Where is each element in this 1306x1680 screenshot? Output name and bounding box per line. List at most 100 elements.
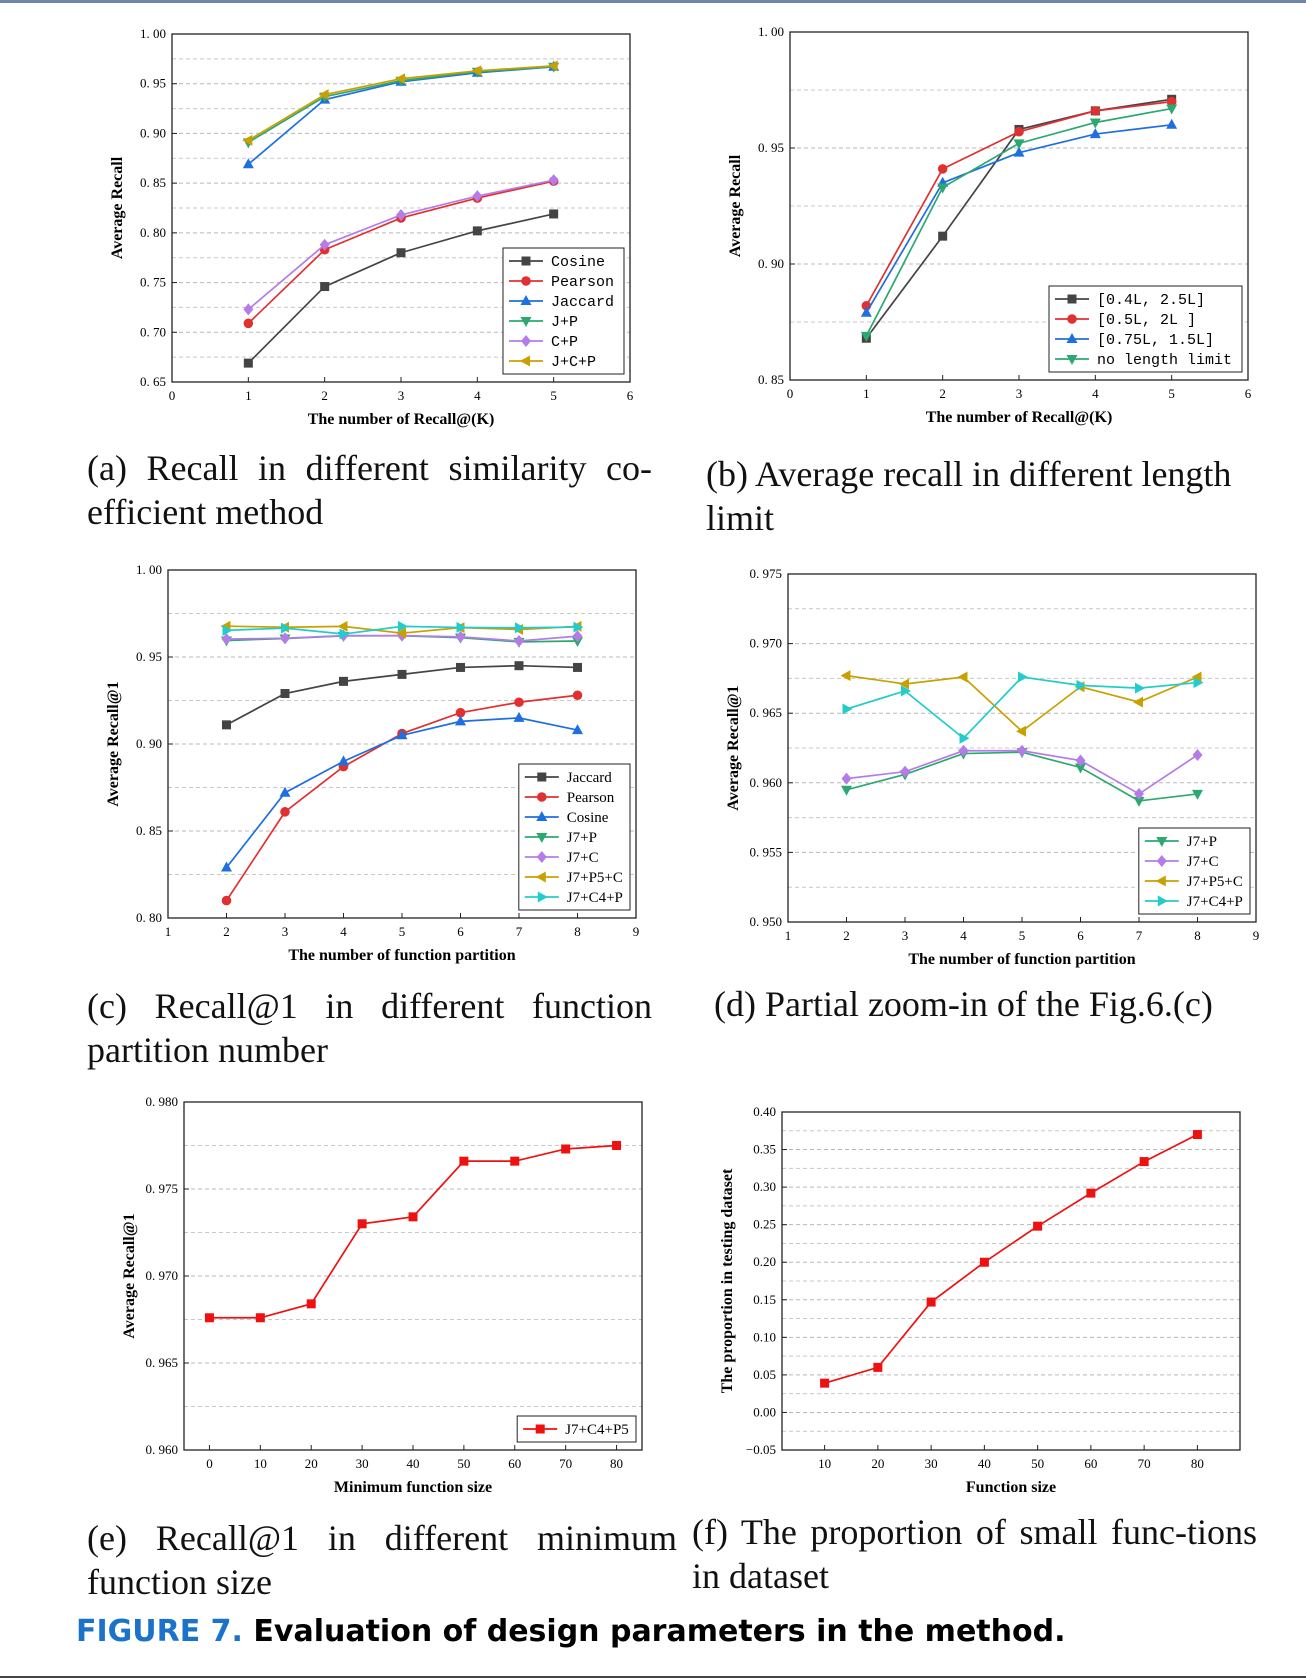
x-tick-label: 5 bbox=[399, 924, 406, 939]
data-point bbox=[1013, 139, 1025, 150]
legend-label: Jaccard bbox=[567, 770, 612, 786]
data-point bbox=[1017, 744, 1027, 757]
y-tick-label: 0. 85 bbox=[136, 823, 162, 838]
data-point bbox=[561, 1144, 571, 1154]
chart-panel-f: −0.05 0.00 0.05 0.10 0.15 0.20 0.25 0.30 0.35 0.4… bbox=[710, 1100, 1250, 1520]
data-point bbox=[1192, 1130, 1202, 1140]
data-point bbox=[396, 248, 406, 258]
y-tick-label: 0. 85 bbox=[140, 175, 166, 190]
legend-box bbox=[1138, 827, 1251, 915]
legend-swatch-marker bbox=[521, 276, 531, 286]
y-tick-label: 0. 970 bbox=[750, 636, 783, 651]
data-point bbox=[547, 60, 558, 72]
data-point bbox=[572, 690, 583, 701]
x-tick-label: 7 bbox=[516, 924, 523, 939]
x-tick-label: 5 bbox=[550, 388, 557, 403]
data-point bbox=[242, 134, 253, 146]
data-point bbox=[901, 685, 911, 697]
chart-panel-c: 0. 80 0. 85 0. 90 0. 95 1. 00 1 2 3 4 5 6 7 8 9 The nu… bbox=[96, 558, 646, 988]
y-tick-label: 0. 80 bbox=[140, 225, 166, 240]
data-point bbox=[320, 282, 330, 292]
chart-f: −0.05 0.00 0.05 0.10 0.15 0.20 0.25 0.30 0.35 0.4… bbox=[719, 1104, 1241, 1496]
data-point bbox=[1086, 1188, 1096, 1198]
data-point bbox=[1166, 96, 1177, 107]
data-point bbox=[280, 807, 290, 817]
legend-label: [0.5L, 2L ] bbox=[1097, 312, 1196, 329]
data-point bbox=[221, 895, 232, 906]
caption-e-text: (e) Recall@1 in different minimum functi… bbox=[87, 1518, 677, 1602]
data-point bbox=[1133, 696, 1143, 708]
data-point bbox=[937, 183, 949, 194]
series-no-length-limit bbox=[860, 104, 1178, 342]
data-point bbox=[513, 711, 525, 722]
series--0-5l-2l- bbox=[861, 96, 1177, 311]
data-point bbox=[1014, 126, 1024, 137]
x-axis-title: The number of Recall@(K) bbox=[308, 411, 495, 428]
data-point bbox=[255, 1313, 265, 1323]
data-point bbox=[1075, 763, 1086, 774]
legend: J7+P J7+C J7+P5+C J7+C4+P bbox=[1138, 827, 1251, 915]
y-tick-label: 0. 980 bbox=[146, 1094, 179, 1109]
data-point bbox=[1016, 725, 1026, 737]
y-tick-label: 0. 65 bbox=[140, 374, 166, 389]
data-point bbox=[860, 331, 872, 342]
series-cosine bbox=[221, 711, 583, 872]
data-point bbox=[471, 65, 482, 77]
x-tick-label: 60 bbox=[508, 1456, 521, 1471]
series-line bbox=[846, 751, 1198, 802]
data-point bbox=[280, 632, 290, 645]
x-axis-title: The number of function partition bbox=[288, 947, 515, 964]
x-axis-title: The number of Recall@(K) bbox=[926, 409, 1113, 426]
chart-panel-b: 0. 85 0. 90 0. 95 1. 00 0 1 2 3 4 5 6 The number of… bbox=[718, 20, 1258, 450]
x-tick-label: 1 bbox=[165, 924, 172, 939]
x-tick-label: 3 bbox=[902, 928, 909, 943]
legend-label: J7+P bbox=[567, 830, 597, 846]
legend-swatch-marker bbox=[520, 317, 532, 327]
data-point bbox=[1134, 787, 1144, 800]
legend-label: Cosine bbox=[551, 254, 605, 271]
y-tick-label: 0. 95 bbox=[136, 649, 162, 664]
y-tick-label: 0. 90 bbox=[136, 736, 162, 751]
chart-d: 0. 950 0. 955 0. 960 0. 965 0. 970 0. 975 1 2 3 4… bbox=[725, 566, 1259, 968]
y-axis-title: Average Recall bbox=[109, 156, 126, 259]
x-tick-label: 30 bbox=[925, 1456, 938, 1471]
legend-label: J+P bbox=[551, 314, 578, 331]
y-tick-label: 0.30 bbox=[753, 1179, 776, 1194]
data-point bbox=[860, 306, 872, 317]
caption-c: (c) Recall@1 in different function parti… bbox=[87, 984, 652, 1072]
legend-swatch-marker bbox=[1067, 294, 1077, 304]
caption-d-text: (d) Partial zoom-in of the Fig.6.(c) bbox=[714, 984, 1213, 1024]
data-point bbox=[1139, 1157, 1149, 1167]
legend-swatch-marker bbox=[521, 256, 531, 266]
legend-swatch-marker bbox=[536, 833, 548, 843]
legend-label: Pearson bbox=[551, 274, 614, 291]
y-tick-label: 0.35 bbox=[753, 1142, 776, 1157]
data-point bbox=[337, 620, 348, 632]
series-cosine bbox=[243, 209, 559, 368]
y-tick-label: 1. 00 bbox=[140, 26, 166, 41]
legend-swatch-marker bbox=[521, 335, 531, 347]
x-tick-label: 2 bbox=[939, 386, 946, 401]
legend-label: [0.75L, 1.5L] bbox=[1097, 332, 1214, 349]
data-point bbox=[957, 671, 968, 683]
data-point bbox=[456, 662, 465, 672]
y-tick-label: 0. 95 bbox=[140, 76, 166, 91]
data-point bbox=[841, 772, 852, 785]
data-point bbox=[1192, 789, 1203, 800]
data-point bbox=[1089, 128, 1101, 139]
caption-e: (e) Recall@1 in different minimum functi… bbox=[87, 1516, 677, 1604]
legend-label: Jaccard bbox=[551, 294, 614, 311]
data-point bbox=[280, 689, 290, 699]
legend-label: C+P bbox=[551, 334, 578, 351]
data-point bbox=[612, 1141, 622, 1150]
y-tick-label: 0. 75 bbox=[140, 275, 166, 290]
data-point bbox=[572, 630, 583, 643]
x-tick-label: 50 bbox=[457, 1456, 470, 1471]
data-point bbox=[979, 1257, 989, 1267]
x-tick-label: 2 bbox=[843, 928, 850, 943]
figure-title: FIGURE 7. Evaluation of design parameter… bbox=[76, 1614, 1065, 1649]
legend-swatch-marker bbox=[520, 295, 532, 305]
y-tick-label: 0. 70 bbox=[140, 324, 166, 339]
data-point bbox=[339, 676, 348, 686]
plot-frame bbox=[183, 1101, 643, 1451]
